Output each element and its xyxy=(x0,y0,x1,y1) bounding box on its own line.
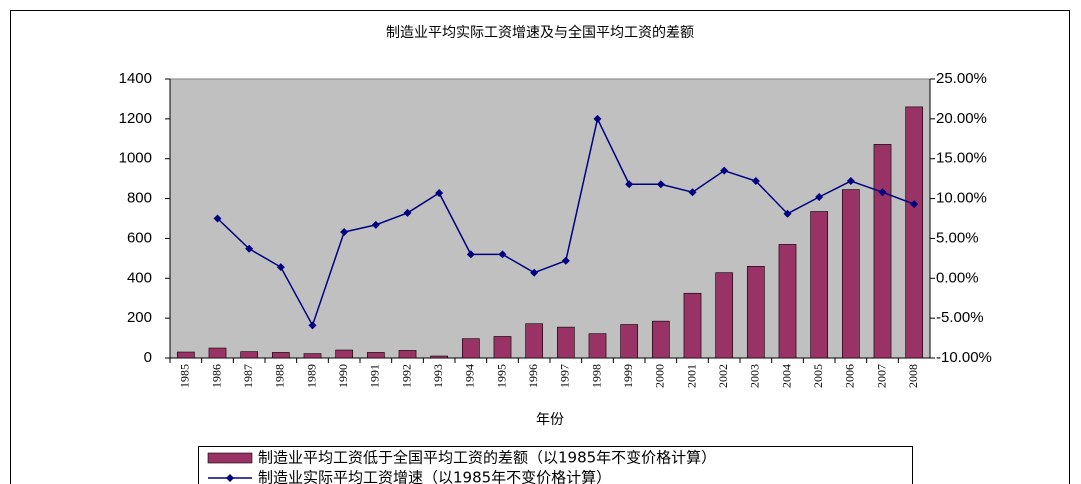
y-tick-label: 200 xyxy=(127,309,152,326)
chart-title: 制造业平均实际工资增速及与全国平均工资的差额 xyxy=(386,24,694,41)
bar xyxy=(176,351,195,359)
line-marker xyxy=(593,114,602,123)
y2-tick-label: -10.00% xyxy=(936,349,992,366)
x-tick-label: 2002 xyxy=(716,364,730,388)
y-tick-label: 0 xyxy=(144,349,152,366)
line-marker xyxy=(846,177,855,186)
x-tick-label: 2005 xyxy=(811,364,825,388)
x-tick-label: 2003 xyxy=(748,364,762,388)
y2-tick-label: 25.00% xyxy=(936,70,987,87)
legend-box xyxy=(198,446,913,484)
bar xyxy=(303,353,322,359)
y-tick-label: 400 xyxy=(127,269,152,286)
bar xyxy=(208,347,227,359)
bar xyxy=(271,352,290,359)
line-marker xyxy=(815,192,824,201)
line-marker xyxy=(910,200,919,209)
legend-swatch xyxy=(207,452,253,464)
y2-tick-label: -5.00% xyxy=(936,309,984,326)
line-marker xyxy=(308,321,317,330)
line-marker xyxy=(213,214,222,223)
line-marker xyxy=(720,166,729,175)
bar xyxy=(398,350,417,359)
bar xyxy=(461,338,480,359)
line-marker xyxy=(435,188,444,197)
x-tick-label: 1992 xyxy=(399,364,413,388)
x-axis-label: 年份 xyxy=(536,412,564,428)
y2-tick-label: 10.00% xyxy=(936,190,987,207)
line-marker xyxy=(340,228,349,237)
line-marker xyxy=(466,250,475,259)
legend-marker xyxy=(226,474,234,482)
line-marker xyxy=(403,208,412,217)
line-marker xyxy=(245,244,254,253)
bar xyxy=(746,266,765,359)
y-tick-label: 1200 xyxy=(119,110,152,127)
bar xyxy=(651,320,670,359)
x-tick-label: 1999 xyxy=(621,364,635,388)
bar xyxy=(240,351,259,359)
x-tick-label: 1990 xyxy=(336,364,350,388)
x-tick-label: 1985 xyxy=(178,364,192,388)
x-tick-label: 2001 xyxy=(684,364,698,388)
line-marker xyxy=(688,188,697,197)
line-marker xyxy=(561,256,570,265)
x-tick-label: 1986 xyxy=(209,364,223,388)
bar xyxy=(620,324,639,359)
y2-tick-label: 0.00% xyxy=(936,269,979,286)
x-tick-label: 1987 xyxy=(241,364,255,388)
x-tick-label: 1996 xyxy=(526,364,540,388)
plot-area xyxy=(169,78,931,359)
bar xyxy=(556,326,575,359)
bar xyxy=(683,292,702,359)
x-tick-label: 1989 xyxy=(304,364,318,388)
x-tick-label: 1995 xyxy=(494,364,508,388)
line-marker xyxy=(783,209,792,218)
y2-tick-label: 20.00% xyxy=(936,110,987,127)
y2-tick-label: 5.00% xyxy=(936,229,979,246)
legend-label: 制造业实际平均工资增速（以1985年不变价格计算） xyxy=(258,469,611,484)
line-marker xyxy=(751,177,760,186)
bar xyxy=(430,355,449,359)
y-tick-label: 600 xyxy=(127,229,152,246)
bar xyxy=(778,244,797,359)
y-tick-label: 1000 xyxy=(119,150,152,167)
x-tick-label: 1997 xyxy=(558,364,572,388)
y2-tick-label: 15.00% xyxy=(936,150,987,167)
x-tick-label: 1988 xyxy=(273,364,287,388)
bar xyxy=(366,352,385,359)
bar xyxy=(841,189,860,359)
bar xyxy=(493,336,512,359)
line-marker xyxy=(276,263,285,272)
y-tick-label: 1400 xyxy=(119,70,152,87)
x-tick-label: 2000 xyxy=(653,364,667,388)
x-tick-label: 2006 xyxy=(843,364,857,388)
legend-label: 制造业平均工资低于全国平均工资的差额（以1985年不变价格计算） xyxy=(258,449,716,467)
x-tick-label: 1991 xyxy=(368,364,382,388)
line-marker xyxy=(371,220,380,229)
x-tick-label: 1998 xyxy=(589,364,603,388)
line-marker xyxy=(498,250,507,259)
x-tick-label: 2007 xyxy=(874,364,888,388)
bar xyxy=(715,272,734,359)
bar xyxy=(335,349,354,359)
bar xyxy=(810,211,829,359)
y-tick-label: 800 xyxy=(127,190,152,207)
bar xyxy=(525,323,544,359)
x-tick-label: 2008 xyxy=(906,364,920,388)
line-marker xyxy=(530,268,539,277)
line-marker xyxy=(625,180,634,189)
x-tick-label: 1993 xyxy=(431,364,445,388)
line-marker xyxy=(878,188,887,197)
bar xyxy=(588,333,607,359)
x-tick-label: 2004 xyxy=(779,364,793,388)
bar xyxy=(905,106,924,359)
bar xyxy=(873,144,892,359)
x-tick-label: 1994 xyxy=(463,364,477,388)
line-marker xyxy=(656,180,665,189)
